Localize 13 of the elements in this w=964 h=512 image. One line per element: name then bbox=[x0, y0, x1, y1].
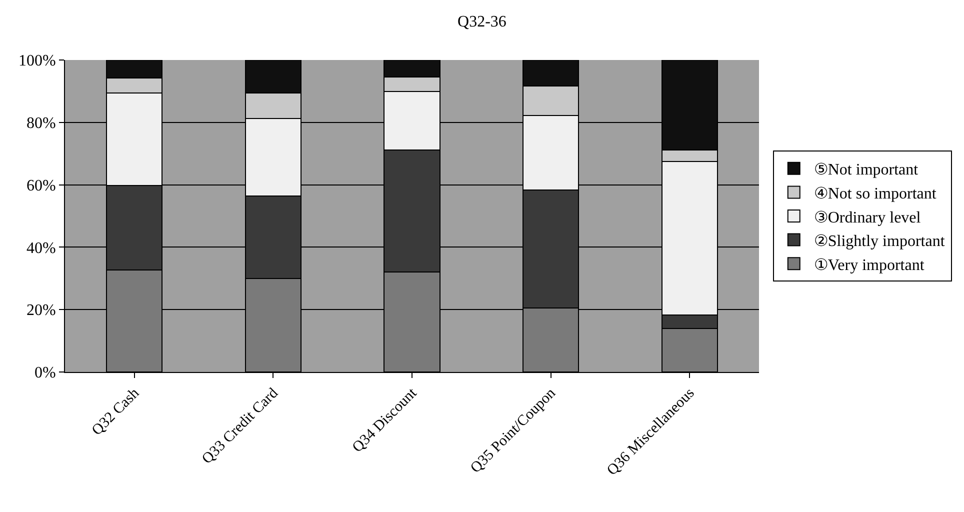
legend-label: ④Not so important bbox=[814, 185, 937, 202]
y-tick-label: 80% bbox=[26, 115, 56, 132]
legend-label: ③Ordinary level bbox=[814, 209, 922, 226]
y-tick-label: 20% bbox=[26, 302, 56, 320]
legend-label: ②Slightly important bbox=[814, 233, 946, 250]
legend-label: ①Very important bbox=[814, 256, 925, 274]
chart-title: Q32-36 bbox=[458, 14, 506, 31]
legend-label: ⑤Not important bbox=[814, 162, 919, 179]
y-tick-label: 40% bbox=[26, 240, 56, 257]
y-tick-label: 100% bbox=[18, 52, 56, 70]
x-tick-label: Q32 Cash bbox=[89, 384, 143, 439]
y-tick-label: 0% bbox=[34, 364, 56, 382]
y-tick-label: 60% bbox=[26, 177, 56, 194]
